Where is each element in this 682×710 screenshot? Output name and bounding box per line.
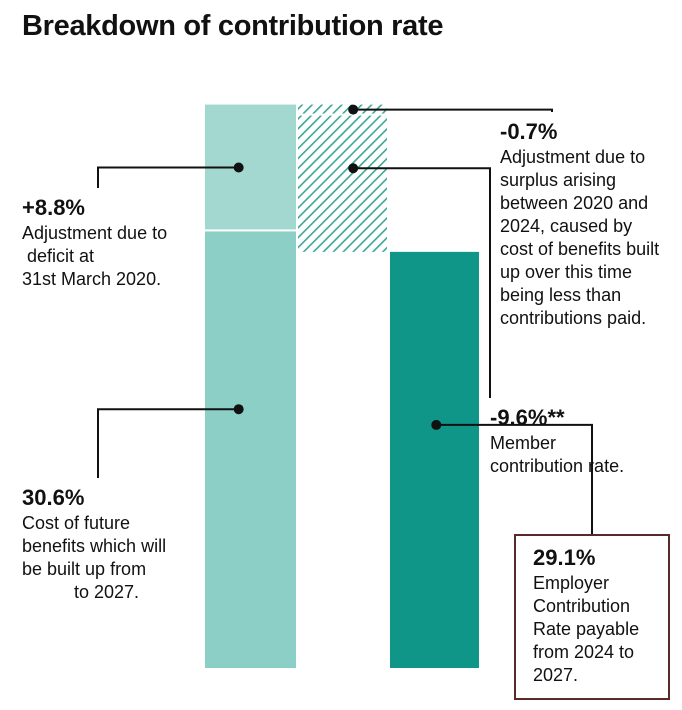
surplus-desc-line: being less than	[500, 285, 622, 305]
surplus-value: -0.7%	[500, 119, 558, 144]
future-value: 30.6%	[22, 485, 85, 510]
leader-employer-dot	[431, 419, 442, 430]
chart-title: Breakdown of contribution rate	[22, 10, 444, 42]
employer-desc-line: 2027.	[533, 665, 579, 685]
deficit-value: +8.8%	[22, 195, 85, 220]
future-desc-line: be built up from	[22, 559, 147, 579]
bar-separator	[205, 229, 296, 232]
annotation-member: -9.6%** Member contribution rate.	[490, 404, 624, 478]
employer-desc-line: from 2024 to	[533, 642, 635, 662]
employer-desc-line: Rate payable	[533, 619, 640, 639]
employer-rate-box	[514, 534, 670, 700]
leader-surplus	[353, 108, 553, 112]
surplus-desc-line: surplus arising	[500, 170, 617, 190]
member-value: -9.6%**	[490, 405, 565, 430]
leader-surplus-dot	[348, 104, 359, 115]
employer-desc-line: Contribution	[533, 596, 631, 616]
leader-future-dot	[233, 404, 244, 415]
deficit-desc-line: Adjustment due to	[22, 223, 168, 243]
annotation-deficit: +8.8% Adjustment due to deficit at 31st …	[22, 194, 167, 291]
deficit-desc-line: 31st March 2020.	[22, 269, 162, 289]
annotation-future: 30.6% Cost of future benefits which will…	[22, 484, 166, 604]
surplus-desc-line: between 2020 and	[500, 193, 649, 213]
member-desc-line: Member	[490, 433, 557, 453]
bar-member-contribution	[298, 114, 387, 252]
leader-deficit	[97, 166, 239, 188]
member-desc-line: contribution rate.	[490, 456, 625, 476]
future-desc-line: to 2027.	[74, 582, 140, 602]
bar-employer-total	[390, 251, 479, 668]
employer-value: 29.1%	[533, 545, 596, 570]
surplus-desc-line: Adjustment due to	[500, 147, 646, 167]
deficit-desc-line: deficit at	[22, 246, 95, 266]
surplus-desc-line: up over this time	[500, 262, 633, 282]
surplus-desc-line: cost of benefits built	[500, 239, 660, 259]
employer-desc-line: Employer	[533, 573, 610, 593]
annotation-employer: 29.1% Employer Contribution Rate payable…	[533, 544, 639, 687]
surplus-desc-line: contributions paid.	[500, 308, 647, 328]
leader-employer	[436, 423, 593, 534]
bar-surplus-adjustment	[298, 104, 387, 115]
future-desc-line: benefits which will	[22, 536, 167, 556]
bar-separator	[298, 113, 387, 116]
surplus-desc-line: 2024, caused by	[500, 216, 633, 236]
leader-member	[353, 167, 491, 398]
future-desc-line: Cost of future	[22, 513, 131, 533]
bar-future-benefits	[205, 230, 296, 669]
leader-future	[97, 408, 239, 478]
annotation-surplus: -0.7% Adjustment due to surplus arising …	[500, 118, 659, 330]
leader-member-dot	[348, 163, 359, 174]
leader-deficit-dot	[233, 162, 244, 173]
